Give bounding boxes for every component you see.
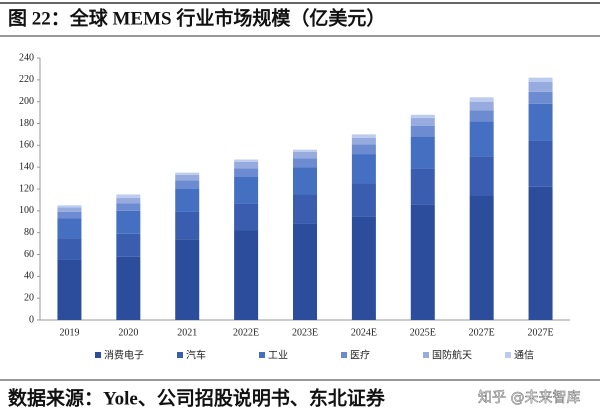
bar-segment [57, 259, 82, 320]
bar-segment [410, 204, 435, 320]
y-tick-label: 200 [19, 96, 34, 107]
bar-segment [234, 168, 259, 177]
bar-segment [528, 82, 553, 92]
bar-segment [469, 156, 494, 196]
bar-segment [469, 101, 494, 111]
bar-segment [293, 158, 317, 168]
chart-title: 图 22：全球 MEMS 行业市场规模（亿美元） [8, 6, 385, 29]
bar-segment [528, 91, 553, 104]
bar-segment [175, 211, 200, 240]
bar-segment [293, 149, 317, 152]
x-tick-label: 2023E [292, 327, 318, 338]
bar-segment [116, 256, 141, 320]
legend-label: 医疗 [350, 348, 370, 361]
bar-segment [234, 159, 259, 162]
bar-segment [175, 174, 200, 181]
x-tick-label: 2020 [118, 327, 138, 338]
bar-segment [528, 140, 553, 187]
y-tick-label: 60 [24, 249, 34, 260]
x-tick-label: 2022E [233, 327, 259, 338]
y-tick-label: 180 [19, 118, 34, 129]
bar-segment [410, 136, 435, 169]
bar-segment [410, 114, 435, 119]
y-tick-label: 140 [19, 161, 34, 172]
bar-segment [293, 223, 317, 320]
bar-segment [351, 134, 376, 138]
y-tick-label: 0 [29, 314, 34, 325]
bar-segment [57, 207, 82, 212]
y-tick-label: 240 [19, 52, 34, 63]
legend-swatch [341, 352, 347, 358]
bar-segment [234, 176, 259, 204]
x-tick-label: 2025E [410, 327, 436, 338]
bar-segment [57, 205, 82, 208]
bar-segment [234, 203, 259, 231]
bar-segment [469, 97, 494, 102]
bar-segment [351, 216, 376, 320]
bar-segment [116, 197, 141, 204]
y-tick-label: 100 [19, 205, 34, 216]
bar-segment [116, 210, 141, 234]
bar-segment [351, 144, 376, 155]
bar-segment [293, 194, 317, 224]
bar-segment [293, 151, 317, 159]
y-tick-label: 40 [24, 271, 34, 282]
legend-swatch [259, 352, 265, 358]
y-tick-label: 20 [24, 292, 34, 303]
bar-segment [175, 239, 200, 320]
bar-segment [528, 103, 553, 141]
bar-segment [234, 161, 259, 169]
x-tick-label: 2019 [59, 327, 79, 338]
bar-segment [234, 230, 259, 320]
y-tick-label: 160 [19, 140, 34, 151]
bar-segment [175, 180, 200, 189]
y-tick-label: 220 [19, 74, 34, 85]
y-tick-label: 120 [19, 183, 34, 194]
bar-segment [175, 172, 200, 175]
legend-label: 国防航天 [432, 348, 472, 361]
bar-segment [351, 154, 376, 184]
legend-swatch [505, 352, 511, 358]
legend-swatch [423, 352, 429, 358]
bar-segment [410, 118, 435, 126]
bar-segment [57, 218, 82, 239]
legend-label: 工业 [268, 349, 288, 361]
bar-segment [469, 195, 494, 320]
legend-label: 通信 [514, 349, 534, 361]
bar-segment [116, 233, 141, 257]
bar-segment [116, 203, 141, 211]
x-tick-label: 2027E [469, 327, 495, 338]
bar-segment [351, 183, 376, 217]
y-tick-label: 80 [24, 227, 34, 238]
bar-segment [528, 77, 553, 83]
legend-swatch [177, 352, 183, 358]
bar-segment [351, 137, 376, 145]
legend-label: 消费电子 [104, 348, 144, 361]
bar-segment [410, 168, 435, 205]
x-tick-label: 2021 [177, 327, 197, 338]
bar-segment [469, 110, 494, 122]
x-tick-label: 2027E [528, 327, 554, 338]
bar-segment [293, 167, 317, 195]
bar-segment [528, 186, 553, 320]
bar-segment [410, 125, 435, 137]
bar-segment [469, 121, 494, 157]
bar-segment [116, 194, 141, 198]
bar-segment [57, 238, 82, 260]
bar-segment [57, 211, 82, 219]
x-tick-label: 2024E [351, 327, 377, 338]
source: 数据来源：Yole、公司招股说明书、东北证券 [8, 386, 386, 409]
legend-label: 汽车 [186, 348, 206, 361]
watermark: 知乎 @未来智库 [478, 389, 580, 406]
legend-swatch [95, 352, 101, 358]
bar-segment [175, 189, 200, 212]
